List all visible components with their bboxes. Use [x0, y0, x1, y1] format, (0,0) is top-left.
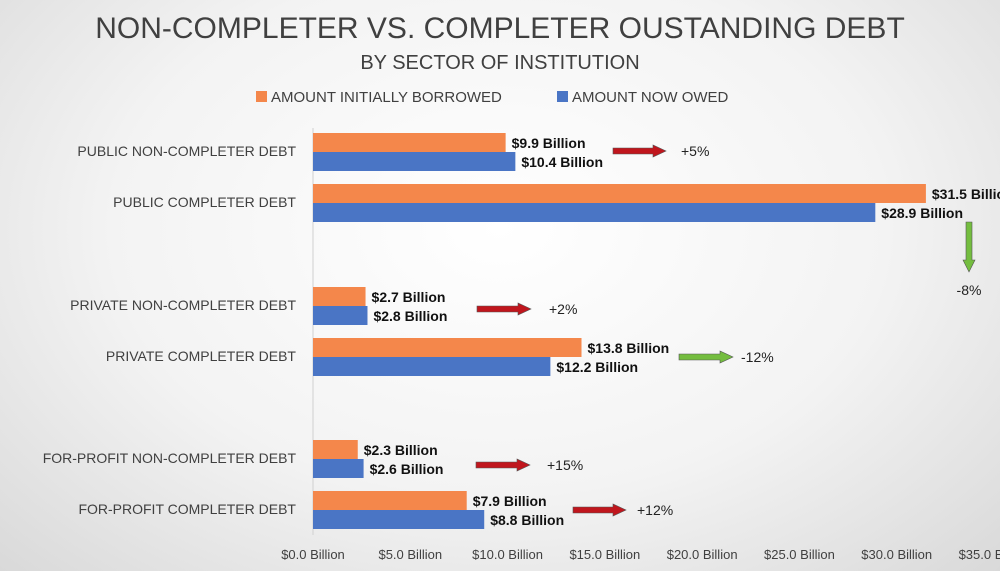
- change-arrow-icon: [476, 302, 532, 316]
- legend-label-owed: AMOUNT NOW OWED: [572, 89, 729, 106]
- legend-label-borrowed: AMOUNT INITIALLY BORROWED: [271, 89, 502, 106]
- bar-borrowed: [313, 338, 582, 357]
- bar-borrowed: [313, 491, 467, 510]
- change-arrow-icon: [962, 221, 976, 273]
- bars: [313, 133, 926, 529]
- category-label: PUBLIC COMPLETER DEBT: [113, 194, 296, 210]
- bar-borrowed: [313, 287, 366, 306]
- data-label-owed: $10.4 Billion: [521, 154, 603, 170]
- change-arrow-icon: [475, 458, 531, 472]
- x-tick-label: $15.0 Billion: [569, 547, 640, 562]
- x-tick-label: $5.0 Billion: [378, 547, 442, 562]
- legend-swatch-owed: [557, 91, 568, 102]
- bar-borrowed: [313, 440, 358, 459]
- x-tick-label: $10.0 Billion: [472, 547, 543, 562]
- change-label: -8%: [957, 282, 982, 298]
- data-label-borrowed: $2.7 Billion: [372, 289, 446, 305]
- category-labels: PUBLIC NON-COMPLETER DEBT PUBLIC COMPLETE…: [43, 143, 297, 517]
- x-tick-label: $35.0 Billion: [959, 547, 1000, 562]
- data-label-owed: $8.8 Billion: [490, 512, 564, 528]
- data-label-owed: $2.6 Billion: [370, 461, 444, 477]
- category-label: PRIVATE NON-COMPLETER DEBT: [70, 297, 296, 313]
- legend: AMOUNT INITIALLY BORROWED AMOUNT NOW OWE…: [256, 89, 729, 106]
- change-arrow-icon: [678, 350, 734, 364]
- legend-swatch-borrowed: [256, 91, 267, 102]
- change-label: +5%: [681, 143, 709, 159]
- category-label: FOR-PROFIT COMPLETER DEBT: [78, 501, 296, 517]
- x-tick-label: $20.0 Billion: [667, 547, 738, 562]
- change-label: +15%: [547, 457, 583, 473]
- chart-subtitle: BY SECTOR OF INSTITUTION: [360, 52, 639, 74]
- change-arrow-icon: [612, 144, 667, 158]
- bar-owed: [313, 152, 516, 171]
- x-tick-label: $30.0 Billion: [861, 547, 932, 562]
- data-label-owed: $2.8 Billion: [373, 308, 447, 324]
- x-axis-ticks: $0.0 Billion $5.0 Billion $10.0 Billion $15…: [281, 547, 1000, 562]
- change-label: -12%: [741, 349, 774, 365]
- change-annotations: +5% -8% +2% -12% +15% +12%: [475, 143, 982, 518]
- bar-borrowed: [313, 184, 926, 203]
- chart-title: NON-COMPLETER VS. COMPLETER OUSTANDING D…: [95, 12, 905, 45]
- category-label: FOR-PROFIT NON-COMPLETER DEBT: [43, 450, 297, 466]
- bar-owed: [313, 357, 551, 376]
- x-tick-label: $25.0 Billion: [764, 547, 835, 562]
- bar-owed: [313, 306, 368, 325]
- category-label: PRIVATE COMPLETER DEBT: [106, 348, 297, 364]
- x-tick-label: $0.0 Billion: [281, 547, 345, 562]
- data-label-borrowed: $9.9 Billion: [512, 135, 586, 151]
- data-label-owed: $12.2 Billion: [556, 359, 638, 375]
- data-label-borrowed: $2.3 Billion: [364, 442, 438, 458]
- bar-owed: [313, 203, 876, 222]
- category-label: PUBLIC NON-COMPLETER DEBT: [77, 143, 296, 159]
- change-label: +12%: [637, 502, 673, 518]
- data-labels: $9.9 Billion $10.4 Billion $31.5 Billion $2…: [364, 135, 1000, 528]
- data-label-borrowed: $31.5 Billion: [932, 186, 1000, 202]
- bar-owed: [313, 510, 485, 529]
- bar-owed: [313, 459, 364, 478]
- data-label-borrowed: $7.9 Billion: [473, 493, 547, 509]
- data-label-owed: $28.9 Billion: [881, 205, 963, 221]
- bar-borrowed: [313, 133, 506, 152]
- data-label-borrowed: $13.8 Billion: [588, 340, 670, 356]
- change-arrow-icon: [572, 503, 627, 517]
- change-label: +2%: [549, 301, 577, 317]
